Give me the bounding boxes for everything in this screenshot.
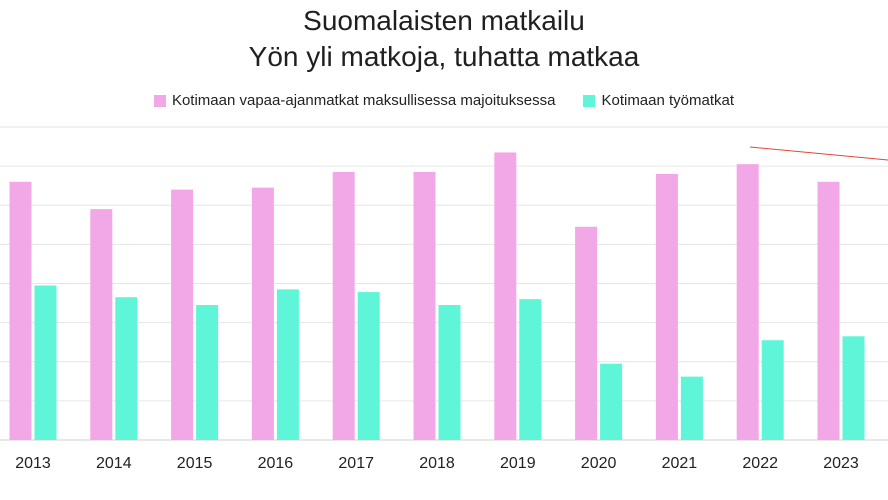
bar-leisure-2020 (575, 226, 598, 440)
chart-title-line-1: Suomalaisten matkailu (303, 5, 585, 36)
bar-leisure-2021 (655, 173, 678, 440)
bar-work-2013 (34, 285, 57, 440)
x-tick-label: 2019 (500, 455, 536, 472)
x-tick-label: 2023 (823, 455, 859, 472)
x-tick-label: 2018 (419, 455, 455, 472)
legend-item-leisure: Kotimaan vapaa-ajanmatkat maksullisessa … (153, 92, 556, 109)
x-tick-label: 2016 (258, 455, 294, 472)
x-tick-label: 2017 (338, 455, 374, 472)
x-tick-label: 2021 (662, 455, 698, 472)
bar-work-2021 (680, 376, 703, 440)
legend-label-work: Kotimaan työmatkat (601, 92, 735, 109)
bar-leisure-2018 (413, 171, 436, 440)
bar-work-2023 (842, 336, 865, 440)
chart-legend: Kotimaan vapaa-ajanmatkat maksullisessa … (0, 92, 888, 109)
bar-work-2019 (519, 299, 542, 440)
legend-swatch-work (583, 94, 596, 107)
x-tick-label: 2014 (96, 455, 132, 472)
legend-label-leisure: Kotimaan vapaa-ajanmatkat maksullisessa … (171, 92, 556, 109)
x-tick-label: 2022 (742, 455, 778, 472)
x-tick-label: 2013 (15, 455, 51, 472)
bar-leisure-2014 (90, 209, 113, 440)
bar-work-2016 (276, 289, 299, 440)
legend-item-work: Kotimaan työmatkat (583, 92, 734, 109)
bar-work-2020 (600, 363, 623, 440)
bar-leisure-2017 (332, 171, 355, 440)
x-tick-label: 2015 (177, 455, 213, 472)
legend-swatch-leisure (153, 94, 166, 107)
x-tick-label: 2020 (581, 455, 617, 472)
bar-leisure-2019 (494, 152, 517, 440)
trend-line (749, 146, 888, 161)
bar-work-2022 (761, 340, 784, 440)
chart-title-line-2: Yön yli matkoja, tuhatta matkaa (248, 41, 640, 72)
bar-leisure-2015 (171, 189, 194, 440)
bar-work-2017 (357, 292, 380, 440)
bar-leisure-2023 (817, 181, 840, 440)
bar-leisure-2013 (9, 181, 32, 440)
bar-work-2014 (115, 297, 138, 440)
bar-leisure-2016 (251, 187, 274, 440)
bar-work-2018 (438, 305, 461, 440)
bar-work-2015 (196, 305, 219, 440)
bar-leisure-2022 (736, 164, 759, 440)
